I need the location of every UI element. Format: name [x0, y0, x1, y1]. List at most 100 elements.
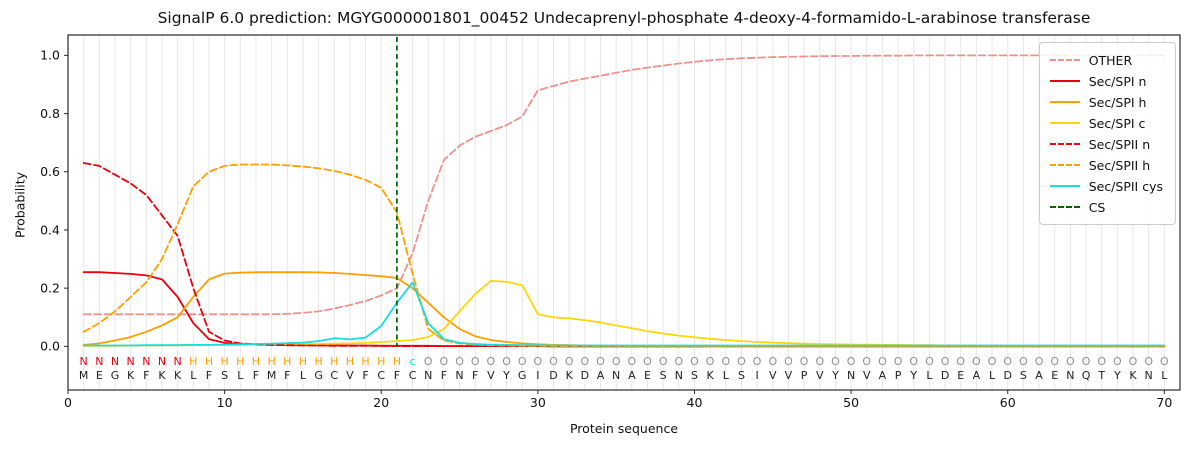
annotation-letter: H	[267, 355, 275, 368]
gridlines	[83, 35, 1165, 390]
sequence-letter: F	[284, 369, 290, 382]
sequence-letter: D	[549, 369, 557, 382]
sequence-letter: S	[738, 369, 745, 382]
sequence-letter: P	[895, 369, 902, 382]
x-tick-label: 0	[64, 395, 72, 410]
legend-entry-sec-spi-n: Sec/SPI n	[1049, 71, 1163, 91]
sequence-letter: A	[597, 369, 605, 382]
series-sec-spi-n	[82, 271, 1166, 348]
annotation-letter: O	[1050, 355, 1059, 368]
annotation-letter: N	[80, 355, 88, 368]
legend-entry-other: OTHER	[1049, 50, 1163, 70]
sequence-letter: Q	[1082, 369, 1091, 382]
annotation-letter: O	[909, 355, 918, 368]
x-tick-label: 70	[1156, 395, 1172, 410]
annotation-letter: O	[988, 355, 997, 368]
sequence-letter: E	[96, 369, 103, 382]
annotation-letter: N	[95, 355, 103, 368]
y-tick-label: 1.0	[40, 48, 60, 63]
annotation-letter: N	[142, 355, 150, 368]
sequence-letter: D	[1003, 369, 1011, 382]
x-tick-label: 60	[1000, 395, 1016, 410]
annotation-letter: O	[972, 355, 981, 368]
annotation-letter: O	[659, 355, 668, 368]
legend-label: Sec/SPI n	[1088, 73, 1147, 89]
legend-entry-sec-spii-cys: Sec/SPII cys	[1049, 176, 1163, 196]
annotation-letter: O	[424, 355, 433, 368]
sequence-letter: N	[612, 369, 620, 382]
annotation-letter: O	[784, 355, 793, 368]
legend-label: Sec/SPII n	[1088, 136, 1151, 152]
annotation-letter: H	[283, 355, 291, 368]
annotation-letter: O	[581, 355, 590, 368]
annotation-letter: O	[612, 355, 621, 368]
annotation-letter: H	[361, 355, 369, 368]
annotation-letter: O	[847, 355, 856, 368]
legend-label: CS	[1088, 199, 1106, 215]
legend-line-sample	[1049, 206, 1080, 208]
annotation-letter: c	[410, 355, 416, 368]
annotation-letter: O	[815, 355, 824, 368]
annotation-letter: N	[127, 355, 135, 368]
annotation-letter: O	[721, 355, 730, 368]
annotation-letter: O	[1003, 355, 1012, 368]
series-sec-spi-h	[82, 271, 1166, 348]
sequence-letter: M	[79, 369, 89, 382]
y-tick-label: 0.6	[40, 164, 60, 179]
sequence-letter: D	[581, 369, 589, 382]
annotation-letter: O	[878, 355, 887, 368]
sequence-letter: T	[1097, 369, 1105, 382]
annotation-letter: O	[471, 355, 480, 368]
legend-entry-sec-spi-h: Sec/SPI h	[1049, 92, 1163, 112]
sequence-letter: N	[675, 369, 683, 382]
sequence-letter: N	[1066, 369, 1074, 382]
annotation-letter: O	[440, 355, 449, 368]
legend: OTHER Sec/SPI n Sec/SPI h Sec/SPI c Sec/SPII…	[1038, 42, 1176, 225]
sequence-letter: F	[362, 369, 368, 382]
sequence-letter: G	[518, 369, 527, 382]
series-sec-spii-cys	[82, 281, 1166, 347]
series-other	[82, 54, 1166, 316]
y-axis-label: Probability	[12, 171, 28, 239]
sequence-letter: Y	[502, 369, 510, 382]
legend-line-sample	[1049, 143, 1080, 145]
annotation-letter: O	[1144, 355, 1153, 368]
legend-label: OTHER	[1088, 52, 1133, 68]
annotation-letter: H	[252, 355, 260, 368]
sequence-letter: Y	[1113, 369, 1121, 382]
annotation-letter: O	[862, 355, 871, 368]
annotation-letter: O	[1129, 355, 1138, 368]
annotation-letter: O	[1082, 355, 1091, 368]
annotation-letter: O	[518, 355, 527, 368]
sequence-letter: C	[377, 369, 385, 382]
sequence-letter: K	[707, 369, 715, 382]
legend-entry-sec-spi-c: Sec/SPI c	[1049, 113, 1163, 133]
sequence-letter: F	[394, 369, 400, 382]
annotation-letter: O	[1019, 355, 1028, 368]
legend-line-sample	[1049, 122, 1080, 124]
y-tick-label: 0.4	[40, 222, 60, 237]
legend-line-sample	[1049, 80, 1080, 82]
sequence-letter: C	[409, 369, 417, 382]
annotation-letter: O	[1097, 355, 1106, 368]
annotation-letter: O	[1160, 355, 1169, 368]
annotation-letter: H	[205, 355, 213, 368]
sequence-letter: K	[127, 369, 135, 382]
annotation-letter: O	[1035, 355, 1044, 368]
chart-title: SignalP 6.0 prediction: MGYG000001801_00…	[157, 9, 1091, 27]
x-tick-label: 50	[843, 395, 859, 410]
sequence-letter: G	[314, 369, 323, 382]
annotation-letter: O	[534, 355, 543, 368]
annotation-letter: O	[706, 355, 715, 368]
annotation-letter: O	[596, 355, 605, 368]
sequence-letter: A	[973, 369, 981, 382]
sequence-letter: C	[330, 369, 338, 382]
sequence-letter: V	[769, 369, 777, 382]
annotation-letter: H	[330, 355, 338, 368]
annotation-letter: O	[549, 355, 558, 368]
x-axis-label: Protein sequence	[569, 421, 679, 436]
sequence-letter: E	[1051, 369, 1058, 382]
